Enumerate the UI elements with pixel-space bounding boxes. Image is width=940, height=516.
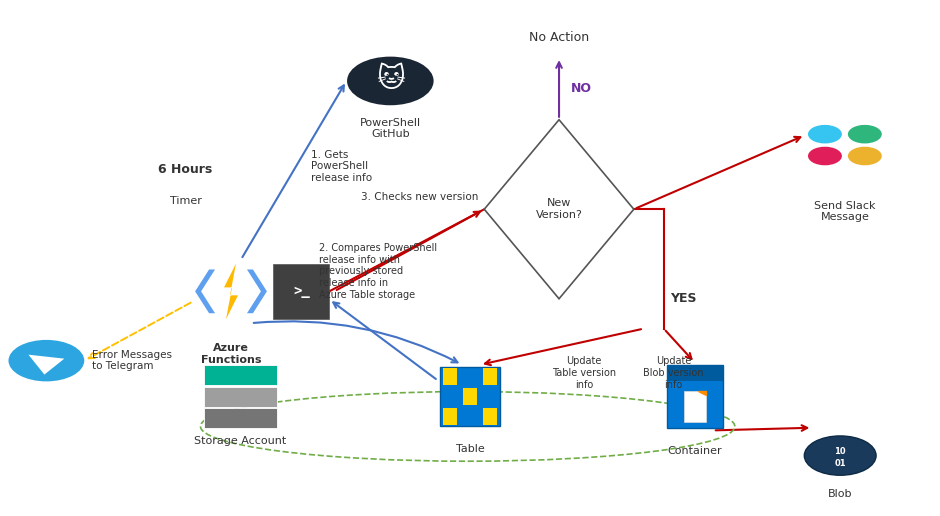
Text: 10: 10 — [835, 447, 846, 456]
Text: Error Messages
to Telegram: Error Messages to Telegram — [92, 350, 172, 372]
FancyBboxPatch shape — [483, 408, 497, 425]
Circle shape — [808, 125, 842, 143]
Text: 6 Hours: 6 Hours — [159, 163, 212, 176]
Text: 01: 01 — [835, 459, 846, 468]
FancyBboxPatch shape — [440, 367, 500, 426]
Text: 🐱: 🐱 — [376, 65, 405, 93]
Text: 2. Compares PowerShell
release info with
previously stored
release info in
Azure: 2. Compares PowerShell release info with… — [320, 243, 437, 300]
FancyBboxPatch shape — [204, 386, 277, 407]
Text: 3. Checks new version: 3. Checks new version — [361, 192, 478, 202]
Polygon shape — [28, 354, 64, 375]
Text: Azure
Functions: Azure Functions — [201, 343, 261, 365]
FancyBboxPatch shape — [667, 365, 723, 381]
FancyBboxPatch shape — [204, 365, 277, 384]
FancyBboxPatch shape — [483, 368, 497, 385]
Polygon shape — [484, 120, 634, 299]
FancyBboxPatch shape — [443, 368, 457, 385]
Text: 1. Gets
PowerShell
release info: 1. Gets PowerShell release info — [310, 150, 371, 183]
FancyBboxPatch shape — [684, 391, 706, 423]
Circle shape — [848, 125, 882, 143]
Text: New
Version?: New Version? — [536, 199, 583, 220]
Text: Send Slack
Message: Send Slack Message — [814, 201, 876, 222]
Text: No Action: No Action — [529, 31, 589, 44]
Text: Table: Table — [456, 444, 484, 454]
Text: YES: YES — [669, 292, 697, 305]
Text: Blob: Blob — [828, 489, 853, 499]
Text: >_: >_ — [293, 284, 309, 298]
Text: Storage Account: Storage Account — [195, 437, 287, 446]
Circle shape — [8, 340, 85, 381]
Circle shape — [805, 436, 876, 475]
Text: NO: NO — [571, 82, 592, 95]
Text: Container: Container — [667, 446, 722, 456]
Circle shape — [349, 58, 432, 104]
Polygon shape — [224, 264, 238, 319]
Text: Timer: Timer — [169, 196, 201, 206]
FancyBboxPatch shape — [463, 388, 477, 405]
Text: Update
Table version
info: Update Table version info — [552, 357, 616, 390]
FancyBboxPatch shape — [274, 264, 329, 319]
Text: PowerShell
GitHub: PowerShell GitHub — [360, 118, 421, 139]
FancyBboxPatch shape — [667, 365, 723, 428]
FancyBboxPatch shape — [204, 409, 277, 428]
Circle shape — [848, 147, 882, 165]
FancyBboxPatch shape — [443, 408, 457, 425]
Polygon shape — [697, 391, 706, 395]
Polygon shape — [247, 269, 267, 313]
Circle shape — [808, 147, 842, 165]
Polygon shape — [196, 269, 215, 313]
Text: Update
Blob version
info: Update Blob version info — [644, 357, 704, 390]
